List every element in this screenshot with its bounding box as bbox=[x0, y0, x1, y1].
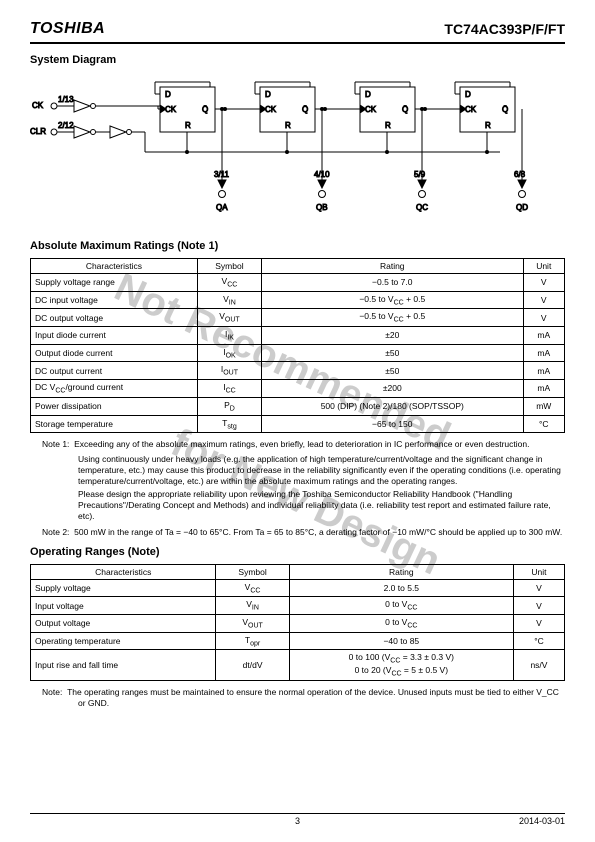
svg-text:R: R bbox=[285, 121, 291, 130]
svg-text:QC: QC bbox=[416, 203, 428, 212]
svg-text:QA: QA bbox=[216, 203, 228, 212]
svg-text:Q̄: Q̄ bbox=[502, 105, 508, 114]
svg-text:CK: CK bbox=[465, 105, 477, 114]
section-abs-max: Absolute Maximum Ratings (Note 1) bbox=[30, 240, 565, 252]
section-op-ranges: Operating Ranges (Note) bbox=[30, 546, 565, 558]
svg-text:D: D bbox=[365, 90, 371, 99]
system-diagram: CK 1/13 CLR 2/12 D CK Q̄ R 3/11 QA D CK Q̄ R 4/10 Q… bbox=[30, 72, 565, 232]
section-system-diagram: System Diagram bbox=[30, 54, 565, 66]
note-1c: Please design the appropriate reliabilit… bbox=[78, 489, 565, 522]
page-header: TOSHIBA TC74AC393P/F/FT bbox=[30, 20, 565, 44]
svg-text:2/12: 2/12 bbox=[58, 121, 74, 130]
part-number: TC74AC393P/F/FT bbox=[444, 21, 565, 37]
svg-text:QB: QB bbox=[316, 203, 328, 212]
svg-text:6/8: 6/8 bbox=[514, 170, 526, 179]
footer-date: 2014-03-01 bbox=[519, 816, 565, 826]
svg-text:CK: CK bbox=[165, 105, 177, 114]
svg-text:Q̄: Q̄ bbox=[402, 105, 408, 114]
svg-text:3/11: 3/11 bbox=[214, 170, 230, 179]
svg-text:CK: CK bbox=[32, 101, 44, 110]
note-2: Note 2: 500 mW in the range of Ta = −40 … bbox=[42, 527, 565, 538]
page-number: 3 bbox=[295, 816, 300, 826]
svg-text:CK: CK bbox=[265, 105, 277, 114]
svg-text:1/13: 1/13 bbox=[58, 95, 74, 104]
page-footer: 3 2014-03-01 bbox=[30, 813, 565, 826]
svg-text:D: D bbox=[265, 90, 271, 99]
svg-text:5/9: 5/9 bbox=[414, 170, 426, 179]
svg-text:4/10: 4/10 bbox=[314, 170, 330, 179]
svg-text:D: D bbox=[165, 90, 171, 99]
svg-text:CLR: CLR bbox=[30, 127, 46, 136]
svg-text:Q̄: Q̄ bbox=[202, 105, 208, 114]
note-1: Note 1: Exceeding any of the absolute ma… bbox=[42, 439, 565, 450]
toshiba-logo: TOSHIBA bbox=[30, 20, 105, 38]
svg-text:Q̄: Q̄ bbox=[302, 105, 308, 114]
svg-text:R: R bbox=[485, 121, 491, 130]
note-op: Note: The operating ranges must be maint… bbox=[42, 687, 565, 709]
op-ranges-table: CharacteristicsSymbolRatingUnit Supply v… bbox=[30, 564, 565, 681]
note-1b: Using continuously under heavy loads (e.… bbox=[78, 454, 565, 487]
svg-text:QD: QD bbox=[516, 203, 528, 212]
svg-text:D: D bbox=[465, 90, 471, 99]
svg-text:CK: CK bbox=[365, 105, 377, 114]
abs-max-table: CharacteristicsSymbolRatingUnit Supply v… bbox=[30, 258, 565, 433]
svg-text:R: R bbox=[385, 121, 391, 130]
svg-text:R: R bbox=[185, 121, 191, 130]
